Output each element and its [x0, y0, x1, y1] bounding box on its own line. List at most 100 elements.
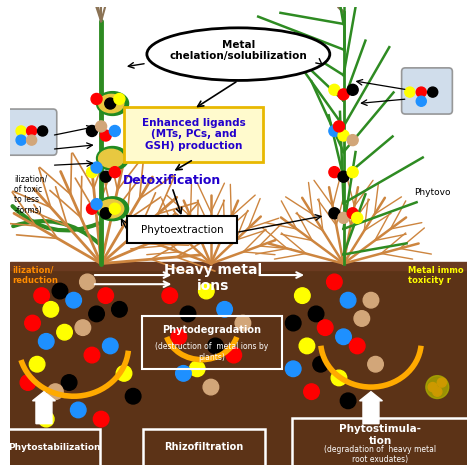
Circle shape — [75, 320, 91, 336]
Circle shape — [84, 347, 100, 363]
Circle shape — [100, 171, 111, 182]
Text: (degradation of  heavy metal
root exudates): (degradation of heavy metal root exudate… — [324, 445, 436, 465]
Text: Phytovo: Phytovo — [414, 188, 451, 197]
Ellipse shape — [97, 197, 128, 220]
Circle shape — [199, 283, 214, 299]
Circle shape — [52, 283, 68, 299]
Circle shape — [86, 126, 98, 137]
Circle shape — [405, 87, 415, 97]
FancyBboxPatch shape — [124, 107, 264, 162]
Circle shape — [180, 306, 196, 322]
Circle shape — [416, 96, 426, 106]
Circle shape — [340, 393, 356, 409]
Circle shape — [347, 167, 358, 178]
Circle shape — [96, 121, 107, 132]
Circle shape — [86, 203, 98, 214]
Circle shape — [416, 87, 426, 97]
Circle shape — [109, 167, 120, 178]
Circle shape — [91, 199, 102, 210]
Circle shape — [176, 365, 191, 381]
Circle shape — [438, 378, 447, 387]
Circle shape — [89, 306, 104, 322]
Circle shape — [16, 126, 26, 136]
FancyArrow shape — [360, 392, 383, 424]
Circle shape — [285, 361, 301, 376]
Circle shape — [338, 171, 349, 182]
Text: Phytostimula-
tion: Phytostimula- tion — [339, 424, 421, 446]
Circle shape — [91, 93, 102, 104]
Circle shape — [329, 208, 340, 219]
Circle shape — [29, 356, 45, 372]
Circle shape — [433, 387, 442, 396]
Circle shape — [363, 292, 379, 308]
Circle shape — [38, 334, 54, 349]
FancyBboxPatch shape — [6, 109, 57, 155]
Circle shape — [226, 347, 242, 363]
Circle shape — [100, 130, 111, 141]
Text: Phytodegradation: Phytodegradation — [163, 325, 262, 335]
Circle shape — [217, 301, 232, 317]
Circle shape — [162, 288, 177, 303]
Circle shape — [100, 208, 111, 219]
Circle shape — [190, 361, 205, 376]
FancyBboxPatch shape — [127, 217, 237, 243]
Circle shape — [329, 84, 340, 95]
Circle shape — [47, 384, 63, 400]
Circle shape — [61, 375, 77, 390]
Circle shape — [98, 288, 113, 303]
Circle shape — [349, 338, 365, 354]
Circle shape — [308, 306, 324, 322]
Circle shape — [336, 329, 351, 345]
Circle shape — [340, 292, 356, 308]
Ellipse shape — [97, 91, 128, 116]
Circle shape — [71, 402, 86, 418]
Circle shape — [109, 203, 120, 214]
Circle shape — [368, 356, 383, 372]
Circle shape — [37, 126, 47, 136]
Circle shape — [66, 292, 82, 308]
Bar — [9, 262, 467, 271]
Circle shape — [34, 288, 49, 303]
Text: Phytoextraction: Phytoextraction — [141, 225, 224, 235]
Circle shape — [235, 315, 251, 331]
Circle shape — [354, 311, 370, 326]
Text: Heavy metal
ions: Heavy metal ions — [164, 263, 262, 293]
Circle shape — [347, 208, 358, 219]
Circle shape — [299, 338, 315, 354]
Text: Enhanced ligands
(MTs, PCs, and
GSH) production: Enhanced ligands (MTs, PCs, and GSH) pro… — [142, 118, 246, 151]
Circle shape — [285, 315, 301, 331]
Circle shape — [338, 89, 349, 100]
Circle shape — [116, 365, 132, 381]
Ellipse shape — [99, 200, 124, 218]
Circle shape — [25, 315, 40, 331]
Text: Phytostabilization: Phytostabilization — [8, 443, 100, 452]
Circle shape — [327, 274, 342, 290]
Ellipse shape — [99, 94, 124, 113]
Text: Detoxification: Detoxification — [123, 174, 221, 187]
Circle shape — [331, 370, 346, 386]
Circle shape — [352, 212, 363, 223]
Text: (destruction of  metal ions by
plants): (destruction of metal ions by plants) — [155, 342, 269, 362]
FancyArrow shape — [33, 392, 55, 424]
Circle shape — [91, 162, 102, 173]
Circle shape — [338, 130, 349, 141]
Ellipse shape — [97, 146, 128, 170]
Circle shape — [428, 87, 438, 97]
Bar — [9, 264, 467, 465]
Circle shape — [43, 301, 59, 317]
Circle shape — [313, 356, 328, 372]
Text: Metal
chelation/solubilization: Metal chelation/solubilization — [170, 40, 307, 61]
Ellipse shape — [99, 149, 124, 168]
Circle shape — [171, 329, 187, 345]
Circle shape — [329, 167, 340, 178]
Circle shape — [347, 135, 358, 146]
Circle shape — [16, 135, 26, 145]
Text: Metal immo
toxicity r: Metal immo toxicity r — [408, 266, 463, 285]
Circle shape — [20, 375, 36, 390]
Circle shape — [334, 121, 345, 132]
Ellipse shape — [426, 376, 449, 399]
Circle shape — [294, 288, 310, 303]
Circle shape — [338, 212, 349, 223]
Circle shape — [304, 384, 319, 400]
Text: ilization/
reduction: ilization/ reduction — [12, 266, 58, 285]
